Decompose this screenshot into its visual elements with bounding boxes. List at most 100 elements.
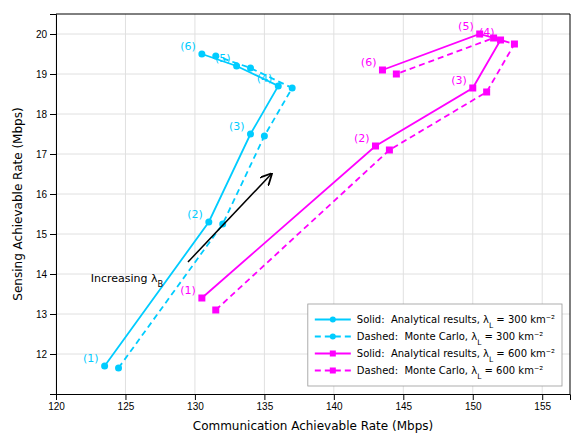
point-label: (4): [479, 26, 495, 39]
point: [247, 131, 254, 138]
point-label: (4): [257, 72, 273, 85]
y-tick: 12: [36, 349, 56, 360]
x-tick-label: 155: [534, 401, 551, 412]
point: [205, 219, 212, 226]
point: [386, 147, 393, 154]
y-tick-label: 15: [36, 229, 48, 240]
point: [219, 221, 226, 228]
grid-line-y: [56, 74, 570, 75]
x-tick: 140: [326, 394, 343, 412]
x-tick-label: 135: [257, 401, 274, 412]
point: [511, 41, 518, 48]
x-tick-mark: [195, 394, 196, 400]
y-tick: 13: [36, 309, 56, 320]
y-tick-label: 13: [36, 309, 48, 320]
y-tick: 15: [36, 229, 56, 240]
y-tick-label: 14: [36, 269, 48, 280]
point: [275, 83, 282, 90]
x-tick: 125: [118, 394, 135, 412]
point: [115, 365, 122, 372]
frame-right: [570, 14, 571, 394]
x-tick-mark: [125, 394, 126, 400]
legend-marker: [330, 334, 336, 340]
y-tick-label: 19: [36, 69, 48, 80]
x-tick-mark: [264, 394, 265, 400]
grid-line-x: [264, 14, 265, 394]
point: [379, 67, 386, 74]
point: [247, 65, 254, 72]
legend-label: Solid: Analytical results, λL = 600 km⁻²: [357, 348, 555, 364]
y-tick: 20: [36, 29, 56, 40]
y-tick-mark: [50, 114, 56, 115]
legend-label: Dashed: Monte Carlo, λL = 600 km⁻²: [357, 365, 543, 381]
y-tick-mark: [50, 274, 56, 275]
point: [289, 85, 296, 92]
y-tick-label: 12: [36, 349, 48, 360]
x-axis: 120 125 130 135 140 145 150 155: [48, 394, 570, 412]
x-tick-label: 145: [395, 401, 412, 412]
y-tick-mark: [50, 314, 56, 315]
series: [115, 53, 296, 372]
x-tick-label: 130: [187, 401, 204, 412]
point: [198, 51, 205, 58]
point: [261, 133, 268, 140]
x-tick-mark: [473, 394, 474, 400]
series-line: [105, 54, 279, 366]
annotations: Increasing λB: [91, 174, 272, 289]
y-tick-label: 18: [36, 109, 48, 120]
plot: 1201251301351401451501551213141516171819…: [36, 14, 571, 412]
point: [393, 71, 400, 78]
grid-line-y: [56, 234, 570, 235]
x-tick: 145: [395, 394, 412, 412]
x-tick-mark: [334, 394, 335, 400]
point-label: (2): [187, 208, 203, 221]
x-tick-mark: [542, 394, 543, 400]
y-tick-mark: [50, 194, 56, 195]
grid-line-y: [56, 154, 570, 155]
x-tick: 150: [465, 394, 482, 412]
legend-label: Dashed: Monte Carlo, λL = 300 km⁻²: [357, 331, 543, 347]
y-axis: 121314151617181920: [36, 15, 57, 395]
point-label: (3): [229, 120, 245, 133]
x-tick: 155: [534, 394, 551, 412]
series-line: [202, 34, 501, 298]
y-tick: 19: [36, 69, 56, 80]
point: [198, 295, 205, 302]
series-line: [119, 56, 293, 368]
point-label: (6): [180, 40, 196, 53]
legend-marker: [330, 351, 336, 357]
series: [212, 35, 518, 314]
annotation-text: Increasing λB: [91, 272, 164, 289]
y-tick-mark: [50, 34, 56, 35]
y-tick: 14: [36, 269, 56, 280]
y-tick-mark: [50, 354, 56, 355]
x-tick-label: 140: [326, 401, 343, 412]
y-tick-label: 20: [36, 29, 48, 40]
grid-line-y: [56, 194, 570, 195]
series: [101, 51, 282, 370]
series-line: [216, 38, 515, 310]
frame-top: [56, 14, 570, 15]
x-tick-label: 150: [465, 401, 482, 412]
legend-item: Dashed: Monte Carlo, λL = 300 km⁻²: [315, 331, 543, 347]
point: [372, 143, 379, 150]
y-axis-line: [50, 15, 57, 395]
point-label: (1): [83, 352, 99, 365]
grid: [56, 14, 570, 394]
x-axis-title: Communication Achievable Rate (Mbps): [193, 419, 433, 433]
chart: 1201251301351401451501551213141516171819…: [0, 0, 584, 440]
point-label: (5): [215, 52, 231, 65]
point-label: (5): [458, 20, 474, 33]
x-tick: 135: [257, 394, 274, 412]
legend-label: Solid: Analytical results, λL = 300 km⁻²: [357, 314, 555, 330]
y-axis-title: Sensing Achievable Rate (Mbps): [11, 107, 25, 300]
legend-item: Solid: Analytical results, λL = 600 km⁻²: [315, 348, 555, 364]
point: [483, 89, 490, 96]
point-label: (1): [180, 284, 196, 297]
y-tick: 18: [36, 109, 56, 120]
legend-item: Solid: Analytical results, λL = 300 km⁻²: [315, 314, 555, 330]
legend-marker: [330, 368, 336, 374]
point-labels: (1)(2)(3)(4)(5)(6)(1)(2)(3)(4)(5)(6): [83, 20, 495, 365]
x-tick: 120: [48, 394, 65, 412]
x-tick-label: 120: [48, 401, 65, 412]
